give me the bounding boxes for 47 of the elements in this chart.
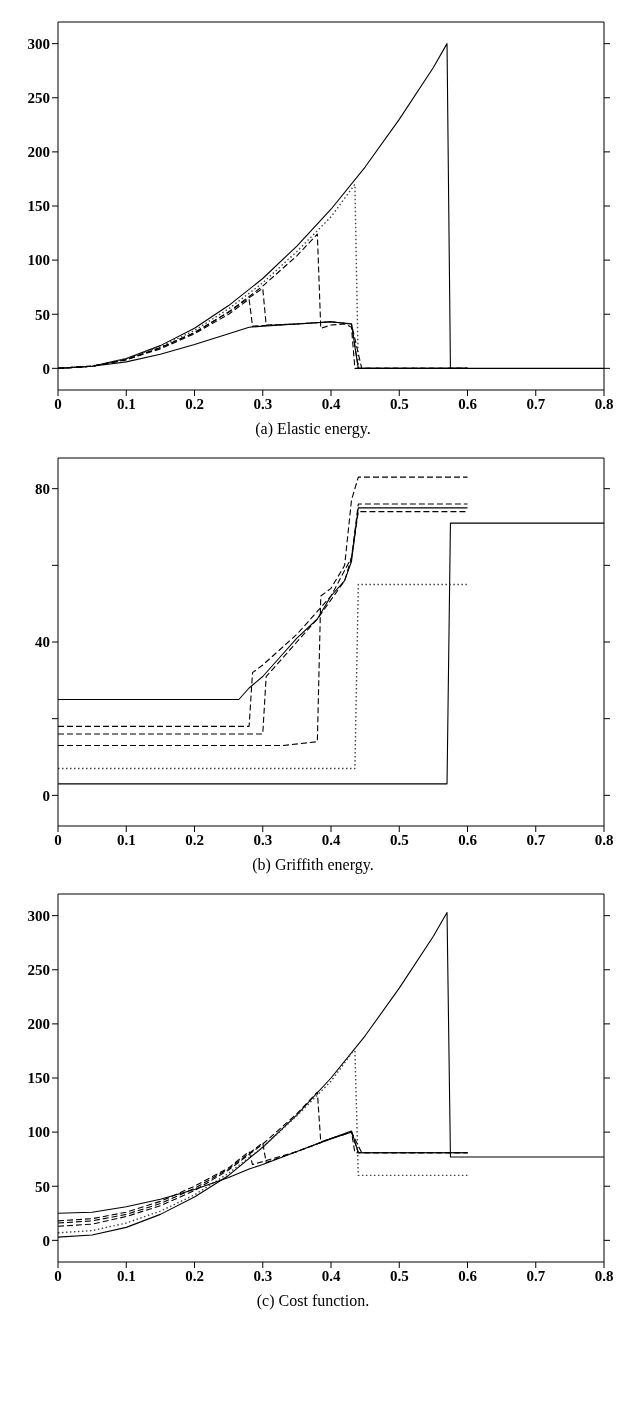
x-tick-label: 0.6: [458, 831, 478, 848]
x-tick-label: 0.4: [321, 831, 341, 848]
y-tick-label: 200: [27, 1016, 50, 1033]
x-tick-label: 0.3: [253, 1267, 273, 1284]
y-tick-label: 0: [42, 1232, 50, 1249]
y-tick-label: 250: [27, 962, 50, 979]
x-tick-label: 0.3: [253, 831, 273, 848]
x-tick-label: 0.5: [389, 395, 409, 412]
y-tick-label: 150: [27, 198, 50, 215]
x-tick-label: 0.1: [116, 831, 136, 848]
x-tick-label: 0.2: [185, 831, 204, 848]
x-tick-label: 0.7: [526, 1267, 546, 1284]
y-tick-label: 0: [42, 787, 50, 804]
x-tick-label: 0.2: [185, 1267, 204, 1284]
x-tick-label: 0.6: [458, 395, 478, 412]
y-tick-label: 50: [35, 306, 50, 323]
x-tick-label: 0: [54, 1267, 62, 1284]
x-tick-label: 0.7: [526, 831, 546, 848]
y-tick-label: 100: [27, 1124, 50, 1141]
text: (b) Griffith energy.: [251, 856, 375, 874]
x-tick-label: 0.4: [321, 395, 341, 412]
y-tick-label: 80: [35, 480, 50, 497]
x-tick-label: 0.1: [116, 395, 136, 412]
y-tick-label: 150: [27, 1070, 50, 1087]
x-tick-label: 0.2: [185, 395, 204, 412]
y-tick-label: 50: [35, 1178, 50, 1195]
x-tick-label: 0.4: [321, 1267, 341, 1284]
y-tick-label: 300: [27, 35, 50, 52]
x-tick-label: 0.3: [253, 395, 273, 412]
text: (a) Elastic energy.: [254, 420, 372, 438]
y-tick-label: 200: [27, 144, 50, 161]
x-tick-label: 0.8: [594, 831, 614, 848]
y-tick-label: 0: [42, 360, 50, 377]
x-tick-label: 0.1: [116, 1267, 136, 1284]
x-tick-label: 0.7: [526, 395, 546, 412]
x-tick-label: 0.8: [594, 1267, 614, 1284]
y-tick-label: 100: [27, 252, 50, 269]
text: (c) Cost function.: [255, 1292, 371, 1310]
y-tick-label: 40: [35, 634, 50, 651]
x-tick-label: 0.6: [458, 1267, 478, 1284]
y-tick-label: 300: [27, 907, 50, 924]
x-tick-label: 0.8: [594, 395, 614, 412]
x-tick-label: 0: [54, 395, 62, 412]
y-tick-label: 250: [27, 90, 50, 107]
x-tick-label: 0.5: [389, 831, 409, 848]
x-tick-label: 0.5: [389, 1267, 409, 1284]
x-tick-label: 0: [54, 831, 62, 848]
